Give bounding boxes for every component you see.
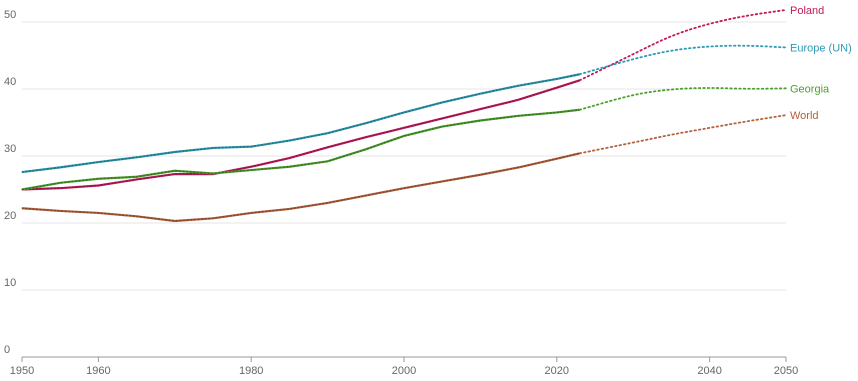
series-line-dots	[21, 152, 581, 222]
grid: 0 10 20 30 40 50	[4, 9, 786, 356]
x-tick-label: 1960	[86, 365, 110, 377]
x-tick-label: 1980	[239, 365, 263, 377]
y-tick-label: 10	[4, 277, 16, 289]
projection-line	[578, 9, 787, 82]
series-line-dots	[21, 79, 581, 191]
series-label: Europe (UN)	[790, 42, 852, 54]
x-axis: 1950 1960 1980 2000 2020 2040 2050	[10, 356, 798, 377]
series-label: World	[790, 110, 819, 122]
series-line	[21, 108, 580, 191]
series-world	[21, 114, 787, 223]
series-line	[21, 73, 580, 174]
series-line	[21, 152, 580, 223]
x-tick-label: 2050	[774, 365, 798, 377]
series-line-dots	[21, 73, 581, 173]
series-label: Georgia	[790, 83, 830, 95]
x-tick-label: 2020	[545, 365, 569, 377]
y-tick-label: 50	[4, 9, 16, 21]
y-tick-label: 40	[4, 76, 16, 88]
series-line-dots	[21, 109, 581, 191]
x-tick-label: 1950	[10, 365, 34, 377]
series-labels: Poland Europe (UN) Georgia World	[790, 5, 852, 122]
series-europe-un-	[21, 44, 787, 174]
y-tick-label: 20	[4, 210, 16, 222]
projection-line	[578, 87, 787, 111]
series-line	[21, 79, 581, 191]
series-group	[21, 9, 787, 223]
series-poland	[21, 9, 787, 191]
x-tick-label: 2000	[392, 365, 416, 377]
x-tick-label: 2040	[697, 365, 721, 377]
y-tick-label: 0	[4, 344, 10, 356]
series-georgia	[21, 87, 787, 191]
series-label: Poland	[790, 5, 824, 17]
projection-line	[578, 44, 787, 76]
y-tick-label: 30	[4, 143, 16, 155]
projection-line	[578, 114, 787, 155]
